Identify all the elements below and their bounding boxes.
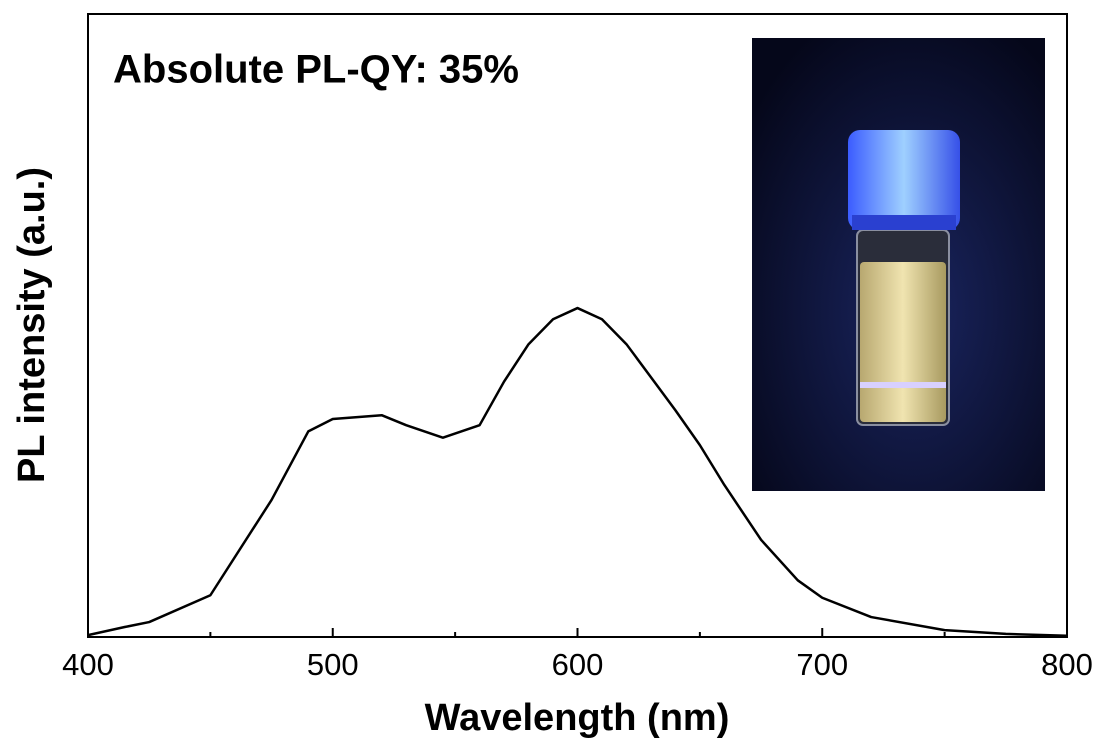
x-axis-title: Wavelength (nm)	[425, 697, 730, 739]
x-tick-label: 400	[62, 647, 114, 682]
x-tick-label: 800	[1041, 647, 1093, 682]
x-tick-label: 500	[307, 647, 359, 682]
y-axis-title: PL intensity (a.u.)	[11, 167, 53, 483]
x-tick-label: 600	[552, 647, 604, 682]
x-tick-label: 700	[796, 647, 848, 682]
spectrum-line	[87, 306, 1068, 638]
annotation: Absolute PL-QY: 35%	[113, 48, 519, 92]
inset-photo	[752, 38, 1045, 491]
